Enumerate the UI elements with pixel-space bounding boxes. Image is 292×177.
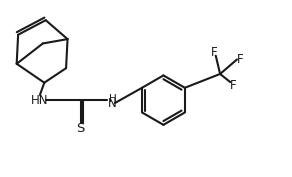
Text: F: F (211, 46, 218, 59)
Text: H: H (109, 94, 117, 104)
Text: HN: HN (31, 94, 49, 107)
Text: F: F (230, 79, 237, 92)
Text: N: N (108, 96, 117, 110)
Text: S: S (77, 122, 85, 135)
Text: F: F (237, 53, 244, 66)
